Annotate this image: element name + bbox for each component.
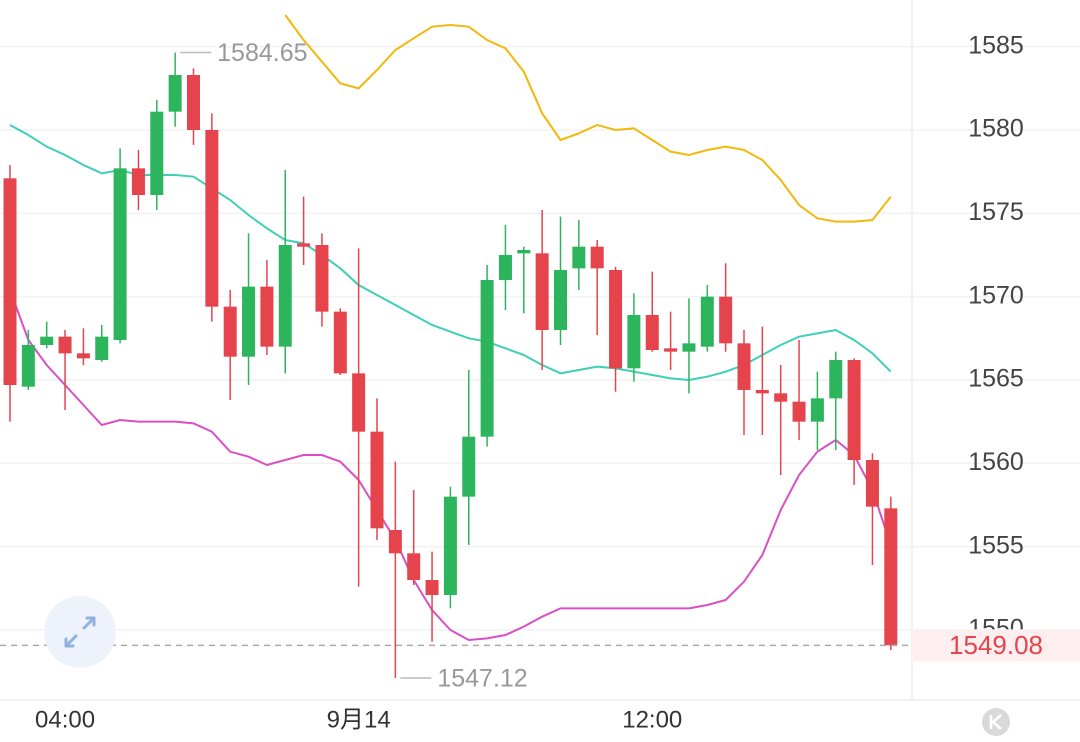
candle-body [40, 336, 54, 345]
candle-body [480, 280, 494, 437]
y-tick-label: 1555 [968, 531, 1024, 559]
y-tick-label: 1565 [968, 365, 1024, 393]
candle-body [95, 336, 109, 360]
candle-body [333, 311, 347, 374]
last-price-label: 1549.08 [949, 630, 1043, 660]
y-tick-label: 1560 [968, 448, 1024, 476]
candle-body [242, 286, 256, 357]
candle-body [297, 243, 311, 247]
candle-body [21, 345, 35, 387]
y-tick-label: 1585 [968, 31, 1024, 59]
candle-body [498, 255, 512, 280]
candle-body [205, 130, 219, 307]
candle-body [58, 336, 72, 354]
k-circle[interactable] [982, 708, 1010, 736]
band-line [9, 289, 892, 642]
candle-body [462, 436, 476, 497]
candle-body [150, 111, 164, 195]
candle-body [517, 250, 531, 254]
k-button[interactable] [982, 708, 1010, 736]
k-icon [989, 714, 1002, 730]
candle-body [315, 245, 329, 312]
candle-body [443, 496, 457, 595]
candle-body [847, 360, 861, 460]
grid [0, 45, 1080, 631]
expand-circle[interactable] [44, 596, 116, 668]
candle-body [572, 246, 586, 269]
candle-body [260, 286, 274, 347]
candle-body [590, 246, 604, 269]
candle-body [131, 168, 145, 195]
candle-body [792, 401, 806, 422]
x-tick-label: 9月14 [327, 706, 391, 733]
candle-body [425, 580, 439, 595]
min-label: 1547.12 [437, 665, 527, 693]
candle-body [187, 75, 200, 130]
candle-body [719, 296, 733, 344]
candle-body [554, 270, 567, 330]
candle-body [682, 343, 696, 352]
candle-body [3, 178, 17, 385]
candle-body [113, 168, 127, 340]
candle-body [407, 553, 421, 580]
last-price-box [912, 629, 1080, 662]
x-tick-label: 12:00 [622, 706, 682, 733]
candle-body [810, 398, 824, 422]
candle-body [774, 393, 788, 402]
y-tick-label: 1575 [968, 198, 1024, 226]
candle-body [865, 460, 879, 507]
expand-button[interactable] [44, 596, 116, 668]
candle-body [535, 253, 549, 330]
candle-body [700, 296, 714, 347]
candle-body [370, 431, 384, 529]
candle-body [76, 353, 90, 359]
candle-body [645, 315, 659, 350]
candle-body [278, 245, 292, 347]
y-tick-label: 1580 [968, 115, 1024, 143]
candle-body [168, 75, 182, 112]
candle-body [737, 343, 751, 390]
candle-body [352, 373, 366, 432]
max-label: 1584.65 [217, 39, 307, 67]
candle-body [829, 360, 843, 399]
candle-body [609, 270, 623, 369]
candle-body [388, 530, 402, 554]
candle-body [884, 508, 898, 646]
candle-body [664, 348, 678, 352]
expand-icon [64, 616, 96, 648]
candle-body [223, 306, 237, 357]
candle-body [627, 315, 641, 369]
candle-body [755, 390, 769, 394]
y-tick-label: 1570 [968, 281, 1024, 309]
band-line [284, 14, 892, 223]
candles [3, 52, 898, 678]
x-tick-label: 04:00 [35, 706, 95, 733]
